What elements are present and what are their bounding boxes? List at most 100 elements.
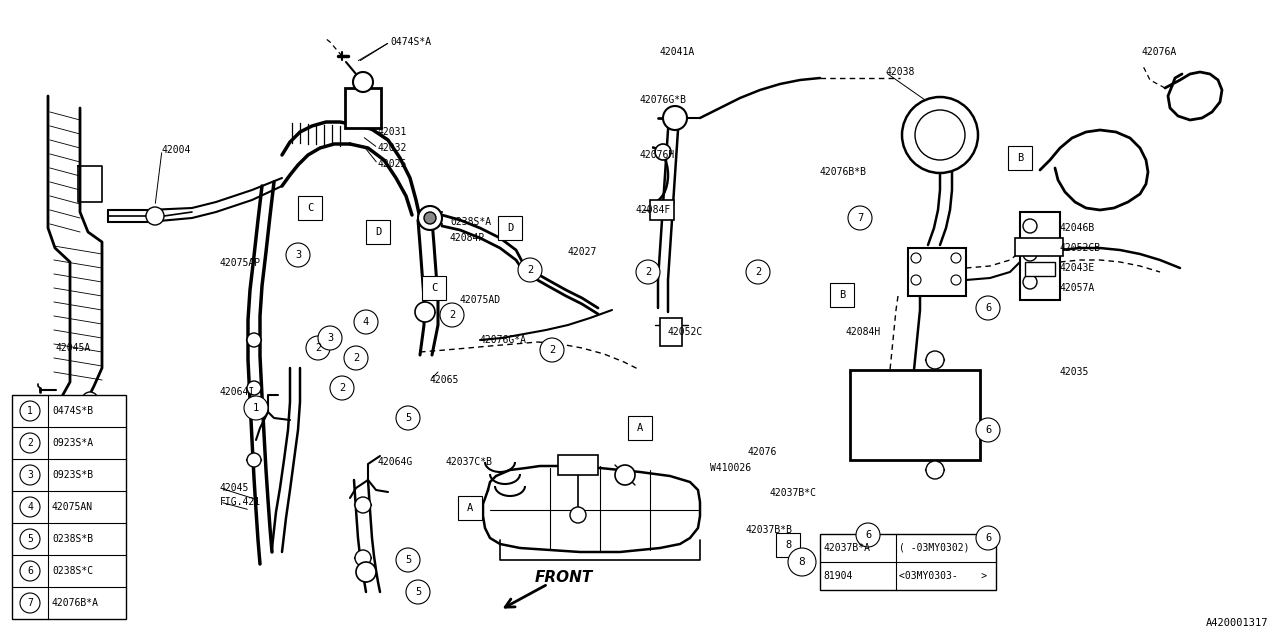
Text: 42046B: 42046B (1060, 223, 1096, 233)
Bar (776, 533, 800, 557)
Circle shape (330, 376, 355, 400)
Text: 0238S*C: 0238S*C (52, 566, 93, 576)
Bar (12, 395, 125, 619)
Text: 6: 6 (984, 533, 991, 543)
Circle shape (1023, 219, 1037, 233)
Bar (498, 216, 522, 240)
Text: 42076H: 42076H (640, 150, 676, 160)
Bar (1020, 212, 1060, 300)
Text: 42075AP: 42075AP (220, 258, 261, 268)
Text: D: D (375, 227, 381, 237)
Text: 2: 2 (645, 267, 652, 277)
Circle shape (440, 303, 465, 327)
Text: 0238S*A: 0238S*A (451, 217, 492, 227)
Text: ( -03MY0302): ( -03MY0302) (899, 543, 969, 553)
Text: 42084P: 42084P (451, 233, 485, 243)
Text: FRONT: FRONT (535, 570, 593, 586)
Circle shape (746, 260, 771, 284)
Circle shape (20, 401, 40, 421)
Text: 2: 2 (527, 265, 534, 275)
Circle shape (856, 523, 881, 547)
Circle shape (925, 351, 945, 369)
Bar (1009, 146, 1032, 170)
Text: C: C (307, 203, 314, 213)
Text: 2: 2 (315, 343, 321, 353)
Circle shape (655, 144, 671, 160)
Text: 42032: 42032 (378, 143, 407, 153)
Text: 42076G*A: 42076G*A (480, 335, 527, 345)
Text: 2: 2 (339, 383, 346, 393)
Text: 42052C: 42052C (668, 327, 703, 337)
Circle shape (902, 97, 978, 173)
Text: 42052CB: 42052CB (1060, 243, 1101, 253)
Circle shape (911, 253, 922, 263)
Bar (1025, 262, 1055, 276)
Circle shape (977, 526, 1000, 550)
Text: 42027: 42027 (568, 247, 598, 257)
Text: B: B (838, 290, 845, 300)
Circle shape (356, 562, 376, 582)
Circle shape (540, 338, 564, 362)
Circle shape (146, 207, 164, 225)
Text: 42037B*C: 42037B*C (771, 488, 817, 498)
Circle shape (317, 326, 342, 350)
Bar (829, 283, 854, 307)
Circle shape (424, 212, 436, 224)
Circle shape (247, 333, 261, 347)
Circle shape (353, 72, 372, 92)
Circle shape (419, 206, 442, 230)
Text: 42037B*A: 42037B*A (823, 543, 870, 553)
Text: 3: 3 (27, 470, 33, 480)
Circle shape (20, 561, 40, 581)
Circle shape (849, 206, 872, 230)
Bar (1015, 238, 1062, 256)
Text: 5: 5 (415, 587, 421, 597)
Circle shape (20, 433, 40, 453)
Text: D: D (507, 223, 513, 233)
Text: 42025: 42025 (378, 159, 407, 169)
Text: 42075AN: 42075AN (52, 502, 93, 512)
Text: B: B (1016, 153, 1023, 163)
Circle shape (788, 548, 817, 576)
Text: 42043E: 42043E (1060, 263, 1096, 273)
Text: 0474S*A: 0474S*A (390, 37, 431, 47)
Bar (458, 496, 483, 520)
Text: 5: 5 (404, 555, 411, 565)
Circle shape (614, 465, 635, 485)
Text: 0474S*B: 0474S*B (52, 406, 93, 416)
Text: 0923S*B: 0923S*B (52, 470, 93, 480)
Text: 42064I: 42064I (220, 387, 255, 397)
Circle shape (20, 529, 40, 549)
Bar (298, 196, 323, 220)
Text: 6: 6 (27, 566, 33, 576)
Text: 42076A: 42076A (1142, 47, 1178, 57)
Text: 6: 6 (984, 425, 991, 435)
Text: 42004: 42004 (163, 145, 192, 155)
Circle shape (306, 336, 330, 360)
Bar (628, 416, 652, 440)
Text: 42084F: 42084F (635, 205, 671, 215)
Text: 3: 3 (294, 250, 301, 260)
Text: 42076B*A: 42076B*A (52, 598, 99, 608)
Bar (850, 370, 980, 460)
Bar (558, 455, 598, 475)
Text: 42037C*B: 42037C*B (445, 457, 492, 467)
Text: 4: 4 (362, 317, 369, 327)
Text: 42057A: 42057A (1060, 283, 1096, 293)
Text: 2: 2 (755, 267, 762, 277)
Text: 2: 2 (549, 345, 556, 355)
Text: 0923S*A: 0923S*A (52, 438, 93, 448)
Bar (650, 200, 675, 220)
Text: 42045A: 42045A (55, 343, 91, 353)
Text: 2: 2 (353, 353, 360, 363)
Circle shape (355, 310, 378, 334)
Circle shape (396, 406, 420, 430)
Text: 6: 6 (984, 303, 991, 313)
Circle shape (911, 275, 922, 285)
Circle shape (20, 593, 40, 613)
Circle shape (570, 507, 586, 523)
Circle shape (663, 106, 687, 130)
Text: 42045: 42045 (220, 483, 250, 493)
Text: 42035: 42035 (1060, 367, 1089, 377)
Bar (422, 276, 445, 300)
